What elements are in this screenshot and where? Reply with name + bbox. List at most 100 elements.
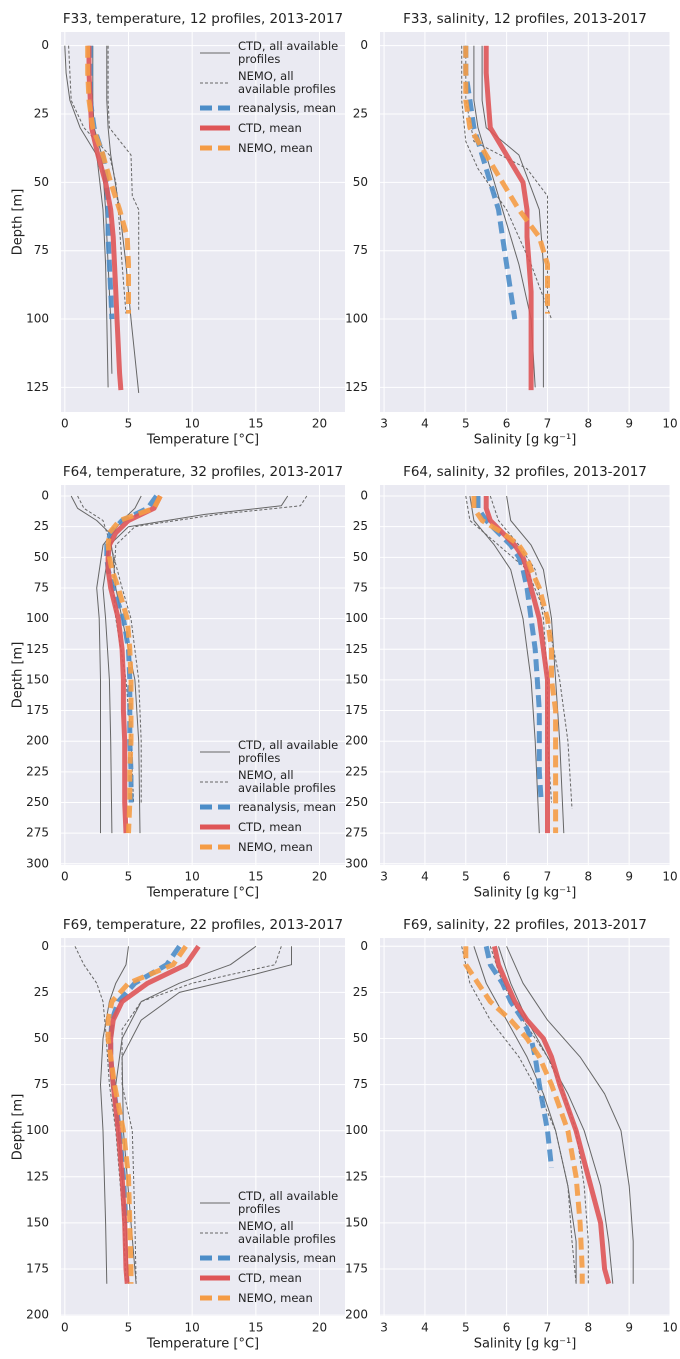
profile-line bbox=[68, 45, 127, 314]
profile-line bbox=[96, 495, 142, 834]
y-tick-label: 200 bbox=[26, 1308, 49, 1322]
y-tick-label: 150 bbox=[26, 1215, 49, 1229]
x-tick-label: 9 bbox=[625, 870, 633, 884]
y-tick-label: 225 bbox=[345, 764, 368, 778]
mean-profile bbox=[463, 45, 550, 314]
y-tick-label: 275 bbox=[345, 826, 368, 840]
y-tick-label: 50 bbox=[353, 550, 368, 564]
plot-background bbox=[61, 32, 345, 412]
profile-line bbox=[465, 495, 573, 809]
x-tick-label: 9 bbox=[625, 1321, 633, 1335]
x-tick-label: 9 bbox=[625, 417, 633, 431]
mean-profile bbox=[108, 944, 182, 1224]
y-tick-label: 175 bbox=[345, 703, 368, 717]
profile-line bbox=[481, 45, 544, 388]
x-tick-label: 10 bbox=[662, 1321, 677, 1335]
x-tick-label: 10 bbox=[662, 870, 677, 884]
profile-line bbox=[77, 495, 142, 803]
x-tick-label: 3 bbox=[380, 417, 388, 431]
x-tick-label: 0 bbox=[61, 417, 69, 431]
x-tick-label: 15 bbox=[248, 1321, 263, 1335]
profile-line bbox=[506, 946, 634, 1284]
y-tick-label: 125 bbox=[345, 642, 368, 656]
legend-label: NEMO, mean bbox=[238, 839, 313, 854]
y-tick-label: 125 bbox=[26, 642, 49, 656]
x-tick-label: 8 bbox=[584, 417, 592, 431]
y-tick-label: 0 bbox=[41, 489, 49, 503]
legend-entry: NEMO, all available profiles bbox=[238, 769, 336, 795]
y-tick-label: 50 bbox=[34, 550, 49, 564]
legend-label: NEMO, all available profiles bbox=[238, 69, 336, 96]
mean-profile bbox=[491, 945, 612, 1285]
mean-profile bbox=[475, 496, 544, 803]
x-tick-label: 3 bbox=[380, 1321, 388, 1335]
mean-profile bbox=[85, 45, 131, 314]
profile-line bbox=[473, 946, 577, 1284]
x-tick-label: 4 bbox=[421, 1321, 429, 1335]
legend-entry: NEMO, mean bbox=[238, 839, 313, 854]
x-tick-label: 8 bbox=[584, 1321, 592, 1335]
y-tick-label: 200 bbox=[26, 734, 49, 748]
y-tick-label: 125 bbox=[345, 380, 368, 394]
y-tick-label: 150 bbox=[345, 672, 368, 686]
y-tick-label: 75 bbox=[353, 580, 368, 594]
mean-profile bbox=[483, 45, 534, 391]
x-tick-label: 10 bbox=[185, 1321, 200, 1335]
legend-entry: NEMO, all available profiles bbox=[238, 69, 336, 96]
legend-label: reanalysis, mean bbox=[238, 1250, 337, 1265]
mean-profile bbox=[463, 45, 518, 320]
x-tick-label: 6 bbox=[503, 417, 511, 431]
profile-line bbox=[489, 495, 552, 803]
x-tick-label: 20 bbox=[312, 1321, 327, 1335]
x-tick-label: 10 bbox=[185, 870, 200, 884]
x-axis-label: Temperature [°C] bbox=[146, 433, 259, 448]
legend-label: NEMO, all available profiles bbox=[238, 1219, 336, 1246]
x-tick-label: 20 bbox=[312, 417, 327, 431]
legend-entry: reanalysis, mean bbox=[238, 100, 337, 115]
y-tick-label: 100 bbox=[345, 611, 368, 625]
legend-entry: CTD, all available profiles bbox=[238, 39, 339, 66]
y-tick-label: 25 bbox=[34, 519, 49, 533]
x-tick-label: 0 bbox=[61, 870, 69, 884]
mean-profile bbox=[463, 946, 585, 1284]
x-tick-label: 20 bbox=[312, 870, 327, 884]
x-tick-label: 7 bbox=[544, 1321, 552, 1335]
profile-line bbox=[121, 946, 282, 1284]
y-tick-label: 0 bbox=[360, 38, 368, 52]
legend-label: CTD, mean bbox=[238, 819, 302, 834]
plot-background bbox=[380, 938, 670, 1316]
mean-profile bbox=[105, 944, 188, 1284]
y-tick-label: 0 bbox=[41, 38, 49, 52]
legend-label: CTD, mean bbox=[238, 120, 302, 135]
y-tick-label: 300 bbox=[26, 856, 49, 870]
x-tick-label: 6 bbox=[503, 1321, 511, 1335]
x-axis-label: Salinity [g kg⁻¹] bbox=[474, 433, 577, 448]
legend-entry: NEMO, all available profiles bbox=[238, 1219, 336, 1246]
legend-entry: NEMO, mean bbox=[238, 141, 313, 154]
y-tick-label: 100 bbox=[26, 1123, 49, 1137]
x-axis-label: Temperature [°C] bbox=[146, 1337, 259, 1352]
y-tick-label: 200 bbox=[345, 1308, 368, 1322]
x-tick-label: 5 bbox=[462, 417, 470, 431]
y-tick-label: 25 bbox=[353, 985, 368, 999]
profile-line bbox=[121, 946, 292, 1284]
legend-label: reanalysis, mean bbox=[238, 100, 337, 115]
y-tick-label: 275 bbox=[26, 826, 49, 840]
x-tick-label: 4 bbox=[421, 417, 429, 431]
y-tick-label: 25 bbox=[34, 107, 49, 121]
plot-background bbox=[61, 938, 345, 1316]
legend-label: CTD, mean bbox=[238, 1270, 302, 1285]
y-tick-label: 300 bbox=[345, 856, 368, 870]
y-tick-label: 150 bbox=[26, 672, 49, 686]
y-tick-label: 125 bbox=[345, 1169, 368, 1183]
mean-profile bbox=[105, 494, 163, 834]
y-tick-label: 100 bbox=[345, 1123, 368, 1137]
x-tick-label: 7 bbox=[544, 417, 552, 431]
x-tick-label: 0 bbox=[61, 1321, 69, 1335]
legend-entry: CTD, mean bbox=[238, 120, 302, 135]
y-tick-label: 25 bbox=[353, 519, 368, 533]
x-axis-label: Temperature [°C] bbox=[146, 886, 259, 901]
y-tick-label: 175 bbox=[26, 703, 49, 717]
profile-line bbox=[506, 495, 565, 834]
legend-label: CTD, all available profiles bbox=[238, 39, 339, 66]
